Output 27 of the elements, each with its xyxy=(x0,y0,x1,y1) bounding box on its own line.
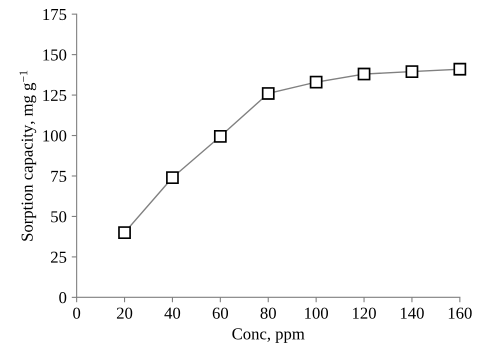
x-tick-label: 160 xyxy=(448,308,472,319)
y-tick-label: 25 xyxy=(50,252,66,263)
y-tick-label: 0 xyxy=(59,292,66,304)
y-tick-label: 125 xyxy=(43,90,66,102)
x-tick-label: 120 xyxy=(353,308,376,319)
point xyxy=(453,62,466,76)
y-tick-label: 100 xyxy=(43,130,66,142)
point xyxy=(358,68,370,80)
point xyxy=(166,171,179,184)
y-tick-label: 175 xyxy=(43,8,66,20)
x-tick-label: 40 xyxy=(164,308,180,319)
x-tick-label: 0 xyxy=(73,308,80,319)
x-tick-label: 100 xyxy=(305,308,328,319)
y-tick-label: 150 xyxy=(43,49,66,61)
point xyxy=(214,130,227,143)
x-axis-title: Conc, ppm xyxy=(232,328,305,343)
x-tick-label: 60 xyxy=(212,308,228,319)
point xyxy=(262,87,275,100)
point xyxy=(310,76,323,89)
x-tick-label: 20 xyxy=(116,308,132,319)
y-tick-label: 75 xyxy=(51,170,66,182)
point xyxy=(406,65,418,78)
y-axis-title: Sorption capacity, mg g$^{−1}$ xyxy=(20,70,36,241)
x-tick-label: 80 xyxy=(260,308,276,319)
x-tick-label: 140 xyxy=(400,308,424,319)
y-tick-label: 50 xyxy=(51,211,66,222)
point xyxy=(118,226,131,240)
